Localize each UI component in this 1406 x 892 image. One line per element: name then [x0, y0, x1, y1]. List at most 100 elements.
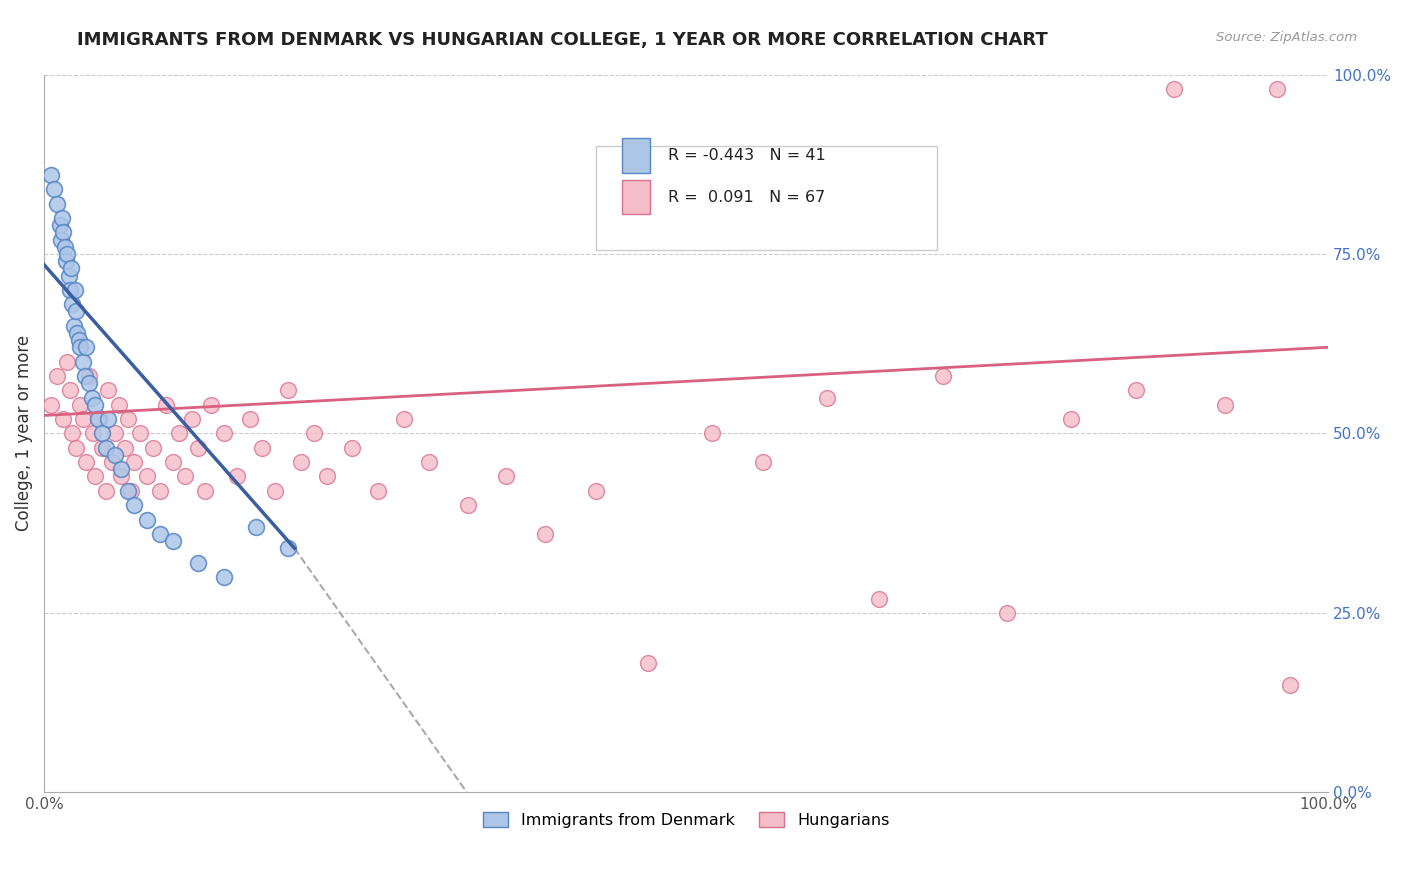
Point	[700, 426, 723, 441]
Point	[114, 441, 136, 455]
Point	[56, 247, 79, 261]
Point	[167, 426, 190, 441]
Point	[67, 333, 90, 347]
Point	[65, 304, 87, 318]
Point	[51, 211, 73, 225]
Point	[62, 318, 84, 333]
Point	[84, 469, 107, 483]
Point	[1163, 82, 1185, 96]
Point	[135, 469, 157, 483]
Point	[1060, 412, 1083, 426]
Point	[46, 369, 69, 384]
Point	[200, 398, 222, 412]
Point	[264, 483, 287, 498]
Point	[245, 520, 267, 534]
Point	[77, 369, 100, 384]
Point	[252, 441, 274, 455]
Point	[90, 441, 112, 455]
Point	[104, 426, 127, 441]
Point	[60, 261, 83, 276]
Point	[52, 226, 75, 240]
Point	[59, 283, 82, 297]
Point	[302, 426, 325, 441]
Point	[55, 254, 77, 268]
Point	[117, 412, 139, 426]
Point	[110, 462, 132, 476]
Point	[815, 391, 838, 405]
Point	[94, 483, 117, 498]
Point	[49, 233, 72, 247]
Point	[66, 326, 89, 340]
Point	[1278, 678, 1301, 692]
Point	[122, 455, 145, 469]
Point	[932, 369, 955, 384]
Point	[59, 384, 82, 398]
Text: Source: ZipAtlas.com: Source: ZipAtlas.com	[1216, 31, 1357, 45]
Point	[637, 656, 659, 670]
Point	[495, 469, 517, 483]
FancyBboxPatch shape	[596, 146, 936, 251]
Y-axis label: College, 1 year or more: College, 1 year or more	[15, 335, 32, 532]
Text: R = -0.443   N = 41: R = -0.443 N = 41	[668, 148, 825, 163]
Point	[107, 398, 129, 412]
Point	[290, 455, 312, 469]
Point	[1215, 398, 1237, 412]
Point	[82, 426, 104, 441]
Point	[149, 527, 172, 541]
Point	[110, 469, 132, 483]
Point	[65, 441, 87, 455]
Point	[392, 412, 415, 426]
Point	[122, 498, 145, 512]
Point	[72, 354, 94, 368]
Point	[60, 297, 83, 311]
Point	[120, 483, 142, 498]
Point	[72, 412, 94, 426]
Point	[44, 182, 66, 196]
Point	[194, 483, 217, 498]
Point	[117, 483, 139, 498]
Text: IMMIGRANTS FROM DENMARK VS HUNGARIAN COLLEGE, 1 YEAR OR MORE CORRELATION CHART: IMMIGRANTS FROM DENMARK VS HUNGARIAN COL…	[77, 31, 1047, 49]
Point	[212, 570, 235, 584]
Point	[69, 398, 91, 412]
Point	[104, 448, 127, 462]
Point	[212, 426, 235, 441]
Point	[315, 469, 337, 483]
Point	[97, 384, 120, 398]
Point	[60, 426, 83, 441]
Point	[238, 412, 260, 426]
Point	[342, 441, 364, 455]
Point	[367, 483, 389, 498]
Point	[277, 384, 299, 398]
Point	[76, 455, 98, 469]
Point	[868, 591, 890, 606]
Point	[1265, 82, 1288, 96]
Point	[995, 606, 1018, 620]
Point	[101, 455, 124, 469]
Point	[418, 455, 440, 469]
Legend: Immigrants from Denmark, Hungarians: Immigrants from Denmark, Hungarians	[477, 805, 896, 835]
Point	[155, 398, 177, 412]
Point	[76, 340, 98, 354]
Point	[162, 455, 184, 469]
Point	[94, 441, 117, 455]
Point	[48, 219, 70, 233]
Point	[63, 283, 86, 297]
Point	[89, 412, 111, 426]
Point	[69, 340, 91, 354]
Point	[585, 483, 607, 498]
Point	[1125, 384, 1147, 398]
Point	[174, 469, 197, 483]
Point	[58, 268, 80, 283]
Point	[84, 398, 107, 412]
Point	[87, 412, 110, 426]
Point	[149, 483, 172, 498]
Point	[39, 398, 62, 412]
Point	[75, 369, 97, 384]
Point	[225, 469, 247, 483]
Point	[56, 354, 79, 368]
FancyBboxPatch shape	[621, 138, 650, 173]
Point	[80, 391, 103, 405]
FancyBboxPatch shape	[621, 180, 650, 214]
Point	[534, 527, 557, 541]
Point	[180, 412, 202, 426]
